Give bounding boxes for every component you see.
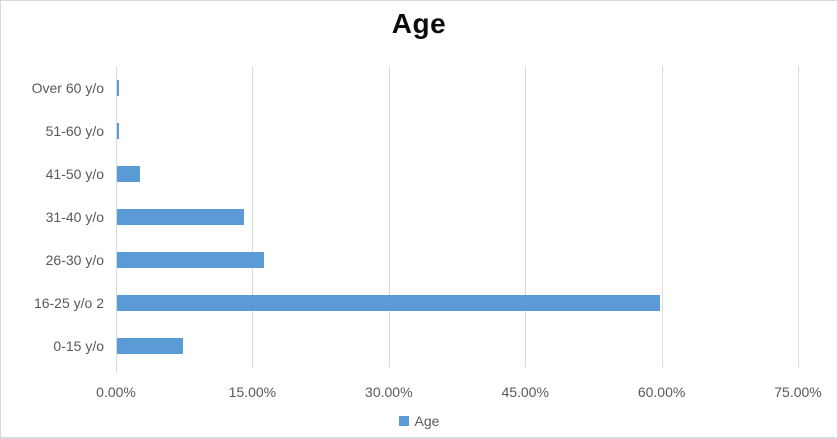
category-label: 26-30 y/o <box>45 251 104 268</box>
category-label: 31-40 y/o <box>45 208 104 225</box>
x-tick-label: 0.00% <box>96 384 136 400</box>
gridline <box>252 66 254 367</box>
legend-label: Age <box>414 413 440 429</box>
legend-marker-swatch <box>398 416 409 426</box>
chart-title: Age <box>391 8 447 39</box>
bar <box>117 165 140 182</box>
category-label: 51-60 y/o <box>45 122 104 139</box>
x-tick-label: 45.00% <box>501 384 549 400</box>
legend: Age <box>1 411 837 431</box>
gridline <box>388 66 390 367</box>
value-axis-line <box>116 66 117 373</box>
category-label: 41-50 y/o <box>45 165 104 182</box>
bar <box>117 79 120 96</box>
bar <box>117 294 660 311</box>
x-tick-label: 60.00% <box>637 384 686 400</box>
x-tick-label: 15.00% <box>228 384 277 400</box>
category-label: 16-25 y/o 2 <box>33 294 104 311</box>
bar <box>117 208 244 225</box>
gridline <box>661 66 663 367</box>
category-label: Over 60 y/o <box>31 79 104 96</box>
bar <box>117 251 265 268</box>
bar <box>117 122 120 139</box>
gridline <box>798 66 799 367</box>
x-tick-label: 75.00% <box>774 384 822 400</box>
x-tick-label: 30.00% <box>365 384 413 400</box>
gridline <box>525 66 527 367</box>
bar <box>117 337 183 354</box>
category-label: 0-15 y/o <box>53 337 104 354</box>
